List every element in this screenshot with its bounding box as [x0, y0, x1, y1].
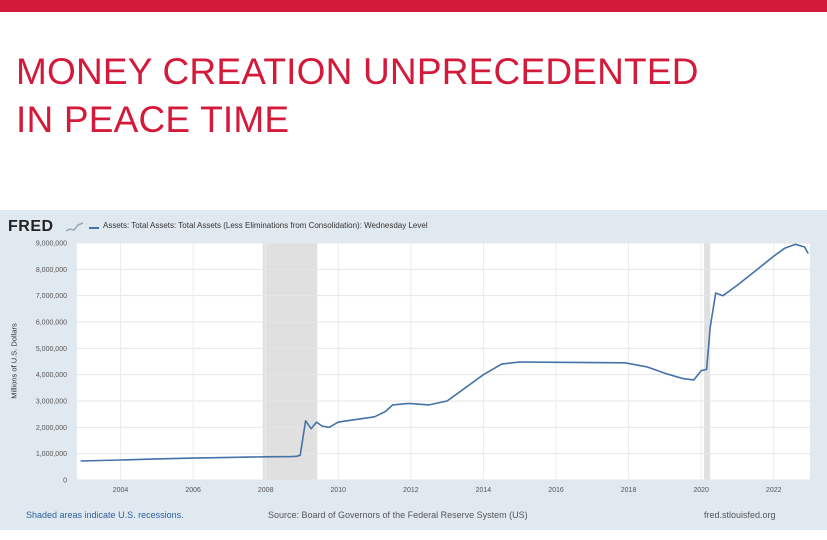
fred-logo-chart-icon	[66, 222, 84, 232]
slide-title-line-2: IN PEACE TIME	[16, 99, 290, 140]
accent-bar	[0, 0, 827, 12]
y-tick-label: 7,000,000	[36, 293, 67, 300]
y-tick-label: 9,000,000	[36, 241, 67, 248]
x-tick-label: 2022	[766, 487, 782, 494]
fred-site-link[interactable]: fred.stlouisfed.org	[704, 510, 776, 520]
recession-band-1	[262, 243, 318, 480]
x-tick-label: 2020	[693, 487, 709, 494]
y-tick-label: 2,000,000	[36, 425, 67, 432]
fred-chart: FRED Assets: Total Assets: Total Assets …	[0, 210, 827, 530]
x-tick-label: 2016	[548, 487, 564, 494]
x-tick-label: 2018	[621, 487, 637, 494]
legend-label: Assets: Total Assets: Total Assets (Less…	[103, 221, 428, 230]
x-tick-label: 2006	[185, 487, 201, 494]
recession-note-link[interactable]: Shaded areas indicate U.S. recessions.	[26, 510, 184, 520]
y-tick-label: 5,000,000	[36, 346, 67, 353]
legend-swatch	[89, 227, 99, 229]
fred-logo: FRED	[8, 218, 54, 235]
y-tick-label: 1,000,000	[36, 451, 67, 458]
x-tick-label: 2010	[330, 487, 346, 494]
x-tick-label: 2004	[113, 487, 129, 494]
x-tick-label: 2012	[403, 487, 419, 494]
series-line-1	[80, 243, 809, 462]
y-tick-label: 8,000,000	[36, 267, 67, 274]
y-tick-label: 6,000,000	[36, 320, 67, 327]
slide-title-line-1: MONEY CREATION UNPRECEDENTED	[16, 51, 699, 92]
x-tick-label: 2014	[476, 487, 492, 494]
y-tick-label: 0	[63, 478, 67, 485]
slide-title: MONEY CREATION UNPRECEDENTED IN PEACE TI…	[16, 48, 806, 144]
y-tick-label: 3,000,000	[36, 399, 67, 406]
chart-canvas: 0 1,000,000 2,000,000 3,000,000 4,000,000 5,0…	[36, 241, 810, 494]
source-note: Source: Board of Governors of the Federa…	[268, 510, 528, 520]
plot-area	[77, 243, 810, 480]
y-tick-label: 4,000,000	[36, 372, 67, 379]
x-tick-label: 2008	[258, 487, 274, 494]
